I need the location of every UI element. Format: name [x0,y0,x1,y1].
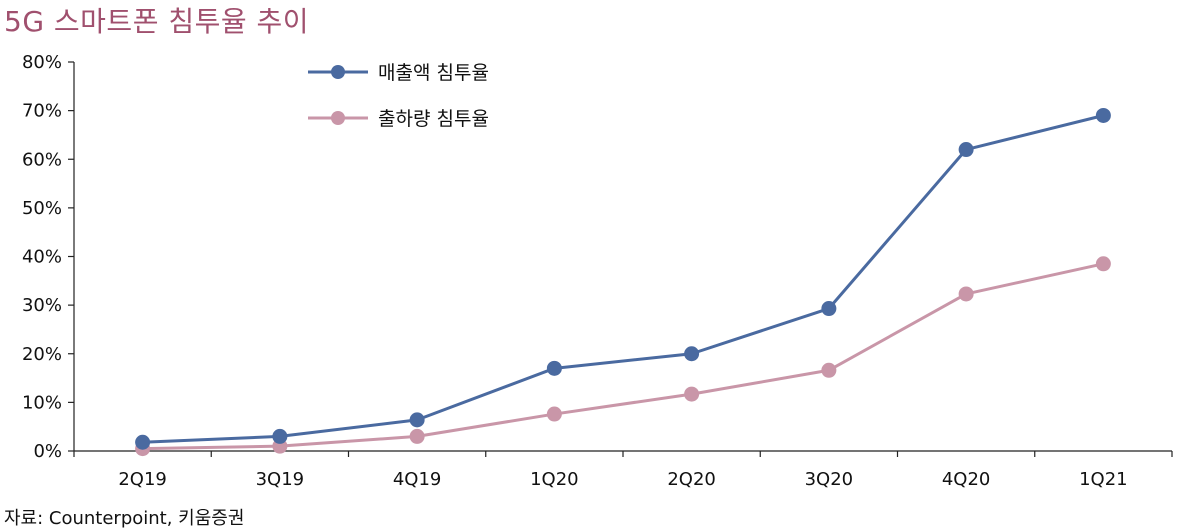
x-axis-ticks: 2Q19 3Q19 4Q19 1Q20 2Q20 3Q20 4Q20 1Q21 [73,451,1173,490]
series-line [142,114,1104,444]
legend-item-1: 매출액 침투율 [308,62,489,84]
x-tick-label: 1Q21 [1079,469,1128,490]
y-tick-label: 50% [22,198,62,219]
series-2 [135,256,1111,457]
legend-label: 출하량 침투율 [378,108,489,130]
x-tick-label: 3Q19 [256,469,305,490]
x-tick-label: 4Q19 [393,469,442,490]
legend-item-2: 출하량 침투율 [308,108,489,130]
y-tick-label: 30% [22,295,62,316]
x-tick-label: 1Q20 [530,469,579,490]
data-point [684,346,700,362]
data-point [135,434,151,450]
x-tick-label: 4Q20 [942,469,991,490]
data-point [272,428,288,444]
y-tick-label: 60% [22,149,62,170]
data-point [1095,256,1111,272]
data-point [958,286,974,302]
chart-axes [73,62,1172,452]
data-point [1095,107,1111,123]
data-point [409,428,425,444]
data-point [958,142,974,158]
y-axis-ticks: 0% 10% 20% 30% 40% 50% 60% 70% 80% [22,52,74,462]
y-tick-label: 0% [33,441,62,462]
series-lines [135,107,1111,457]
data-point [546,360,562,376]
data-point [684,386,700,402]
y-tick-label: 40% [22,247,62,268]
y-tick-label: 80% [22,52,62,73]
legend-marker [331,65,345,79]
line-chart: 0% 10% 20% 30% 40% 50% 60% 70% 80% 2Q19 3Q19 4Q19 1… [22,52,1173,490]
y-tick-label: 70% [22,101,62,122]
series-1 [135,107,1111,450]
x-tick-label: 2Q19 [118,469,167,490]
data-point [546,406,562,422]
x-tick-label: 3Q20 [805,469,854,490]
legend-label: 매출액 침투율 [378,62,489,84]
x-tick-label: 2Q20 [667,469,716,490]
data-point [409,412,425,428]
legend-marker [331,111,345,125]
series-line [142,262,1104,451]
y-tick-label: 20% [22,344,62,365]
source-note: 자료: Counterpoint, 키움증권 [4,508,245,529]
data-point [821,362,837,378]
y-tick-label: 10% [22,392,62,413]
chart-title: 5G 스마트폰 침투율 추이 [4,5,310,38]
data-point [821,301,837,317]
